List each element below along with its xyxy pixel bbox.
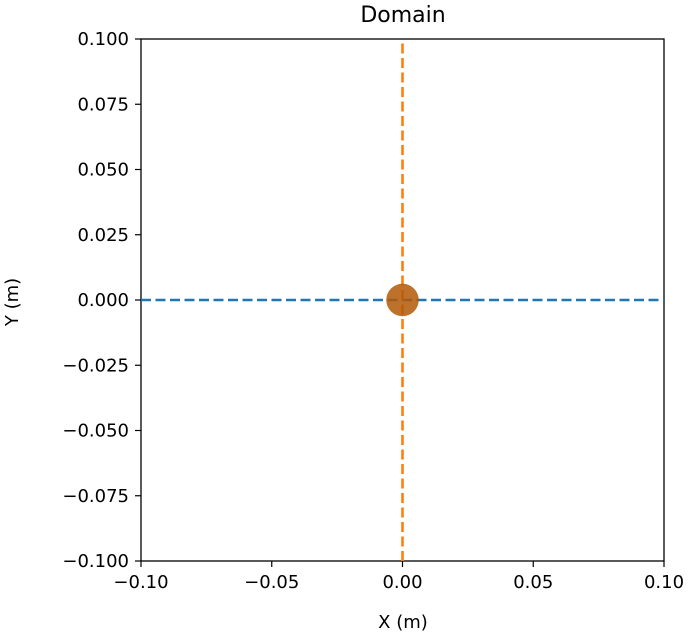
x-tick-label: −0.10: [113, 572, 168, 593]
y-tick-label: −0.100: [62, 551, 129, 572]
y-tick-label: 0.075: [77, 94, 129, 115]
y-tick-label: −0.075: [62, 486, 129, 507]
x-tick-label: 0.05: [513, 572, 553, 593]
y-tick-label: 0.100: [77, 29, 129, 50]
y-axis: 0.100 0.075 0.050 0.025 0.000 −0.025 −0.050 −0.…: [62, 29, 141, 572]
x-axis-label: X (m): [378, 612, 428, 633]
y-tick-label: 0.000: [77, 290, 129, 311]
x-tick-label: 0.10: [644, 572, 684, 593]
marker-layer: [386, 283, 419, 317]
y-tick-label: −0.050: [62, 421, 129, 442]
x-tick-label: 0.00: [382, 572, 422, 593]
y-tick-label: 0.050: [77, 160, 129, 181]
x-axis: −0.10 −0.05 0.00 0.05 0.10: [113, 561, 684, 593]
origin-marker: [386, 283, 419, 317]
x-tick-label: −0.05: [244, 572, 299, 593]
chart-title: Domain: [360, 3, 445, 28]
y-axis-label: Y (m): [2, 278, 23, 327]
y-tick-label: 0.025: [77, 225, 129, 246]
y-tick-label: −0.025: [62, 355, 129, 376]
